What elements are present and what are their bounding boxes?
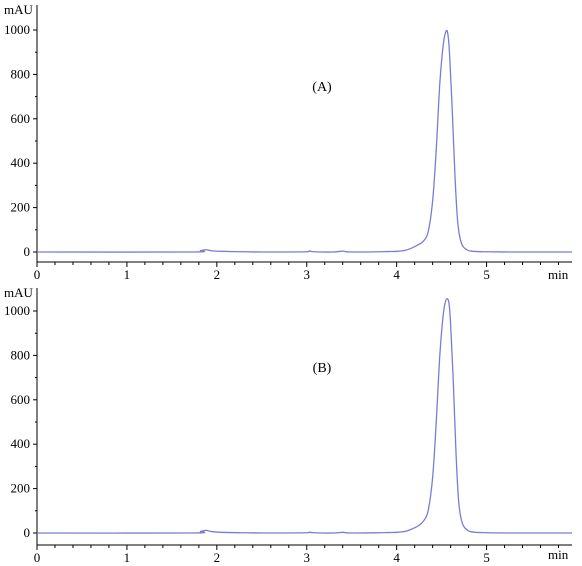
x-tick-label: 2 — [214, 267, 221, 282]
chromatogram-trace-line — [36, 29, 572, 253]
y-tick-label: 400 — [11, 436, 31, 451]
y-axis-title: mAU — [4, 285, 34, 300]
y-tick-label: 200 — [11, 481, 31, 496]
chromatogram-trace-line — [36, 298, 572, 534]
x-tick-label: 5 — [483, 550, 490, 565]
y-tick-label: 1000 — [4, 303, 30, 318]
panel-label: (B) — [313, 361, 332, 376]
x-axis-title: min — [548, 267, 569, 282]
panel-label: (A) — [312, 80, 332, 95]
x-tick-label: 2 — [214, 550, 221, 565]
y-tick-label: 0 — [24, 525, 31, 540]
y-tick-label: 800 — [11, 347, 31, 362]
x-tick-label: 0 — [34, 550, 41, 565]
x-tick-label: 1 — [124, 267, 131, 282]
y-tick-label: 1000 — [4, 22, 30, 37]
chart-panel-1: 0 200 400 600 800 1000 0 1 2 3 4 5 mAU min (A) — [4, 2, 572, 282]
y-axis-title: mAU — [4, 2, 34, 17]
y-tick-label: 400 — [11, 155, 31, 170]
y-tick-label: 800 — [11, 66, 31, 81]
x-tick-label: 5 — [483, 267, 490, 282]
chart-panel-2: 0 200 400 600 800 1000 0 1 2 3 4 5 mAU min (B) — [4, 285, 572, 565]
x-tick-label: 1 — [124, 550, 131, 565]
x-tick-label: 4 — [393, 550, 400, 565]
x-tick-label: 3 — [303, 267, 310, 282]
x-tick-label: 0 — [34, 267, 41, 282]
x-tick-label: 3 — [303, 550, 310, 565]
y-tick-label: 0 — [24, 244, 31, 259]
x-axis-title: min — [548, 547, 569, 562]
y-tick-label: 200 — [11, 200, 31, 215]
y-tick-label: 600 — [11, 392, 31, 407]
x-tick-label: 4 — [393, 267, 400, 282]
y-tick-label: 600 — [11, 111, 31, 126]
